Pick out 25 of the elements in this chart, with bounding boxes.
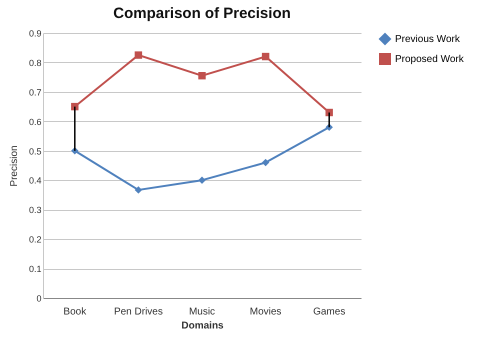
legend-label: Proposed Work (395, 54, 465, 65)
point (134, 186, 142, 194)
y-tick-label: 0.9 (28, 28, 42, 38)
point (134, 51, 142, 59)
y-tick-label: 0.6 (28, 116, 42, 127)
y-tick-label: 0.8 (28, 58, 42, 68)
x-tick-label: Music (188, 306, 216, 318)
y-tick-label: 0.4 (28, 176, 42, 186)
y-tick-label: 0.5 (28, 146, 42, 156)
y-axis-title: Precision (8, 145, 20, 187)
x-tick-label: Book (63, 306, 88, 318)
chart-title: Comparison of Precision (113, 5, 291, 22)
x-tick-label: Pen Drives (114, 306, 163, 318)
y-tick-label: 0.3 (28, 205, 42, 216)
point (262, 52, 270, 60)
legend-label: Previous Work (395, 34, 461, 45)
x-tick-label: Games (313, 306, 346, 318)
y-tick-label: 0.1 (28, 264, 42, 274)
point (198, 72, 206, 80)
x-axis-title: Domains (181, 320, 224, 332)
y-tick-label: 0.2 (28, 234, 42, 245)
point (262, 158, 270, 166)
x-tick-label: Movies (250, 306, 282, 318)
y-tick-label: 0.7 (28, 87, 42, 98)
y-tick-label: 0 (36, 294, 42, 304)
